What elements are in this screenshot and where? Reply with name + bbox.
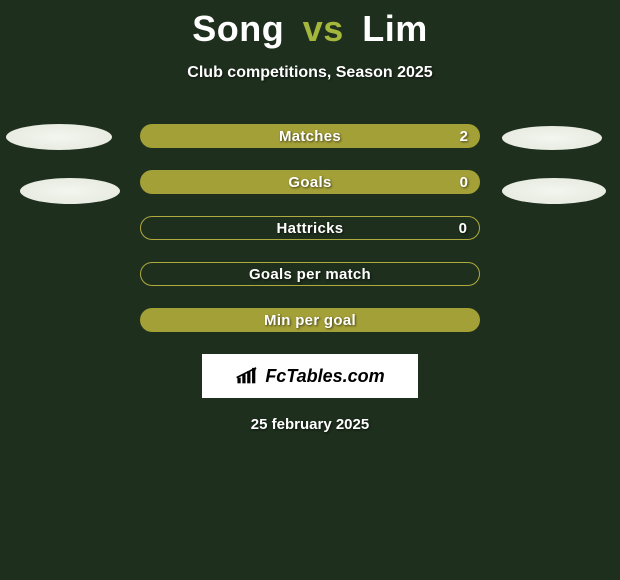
date-label: 25 february 2025 bbox=[0, 416, 620, 433]
stat-value: 0 bbox=[459, 220, 467, 237]
vs-separator: vs bbox=[303, 8, 344, 49]
player1-badge-placeholder-1 bbox=[6, 124, 112, 150]
stat-value: 2 bbox=[460, 128, 468, 145]
player1-name: Song bbox=[192, 8, 284, 49]
stat-label: Goals bbox=[288, 174, 331, 191]
stat-row: Goals per match bbox=[140, 262, 480, 286]
bar-chart-icon bbox=[235, 365, 261, 387]
stat-row: Matches 2 bbox=[140, 124, 480, 148]
logo-text: FcTables.com bbox=[265, 366, 384, 387]
stat-label: Hattricks bbox=[277, 220, 344, 237]
stats-rows: Matches 2 Goals 0 Hattricks 0 Goals per match M… bbox=[0, 124, 620, 332]
stat-label: Matches bbox=[279, 128, 341, 145]
stat-label: Goals per match bbox=[249, 266, 371, 283]
player1-badge-placeholder-2 bbox=[20, 178, 120, 204]
stat-value: 0 bbox=[460, 174, 468, 191]
stat-row: Hattricks 0 bbox=[140, 216, 480, 240]
player2-badge-placeholder-1 bbox=[502, 126, 602, 150]
subtitle: Club competitions, Season 2025 bbox=[0, 64, 620, 82]
fctables-logo: FcTables.com bbox=[202, 354, 418, 398]
comparison-title: Song vs Lim bbox=[0, 0, 620, 50]
stat-row: Min per goal bbox=[140, 308, 480, 332]
stat-row: Goals 0 bbox=[140, 170, 480, 194]
player2-name: Lim bbox=[362, 8, 428, 49]
stat-label: Min per goal bbox=[264, 312, 356, 329]
player2-badge-placeholder-2 bbox=[502, 178, 606, 204]
